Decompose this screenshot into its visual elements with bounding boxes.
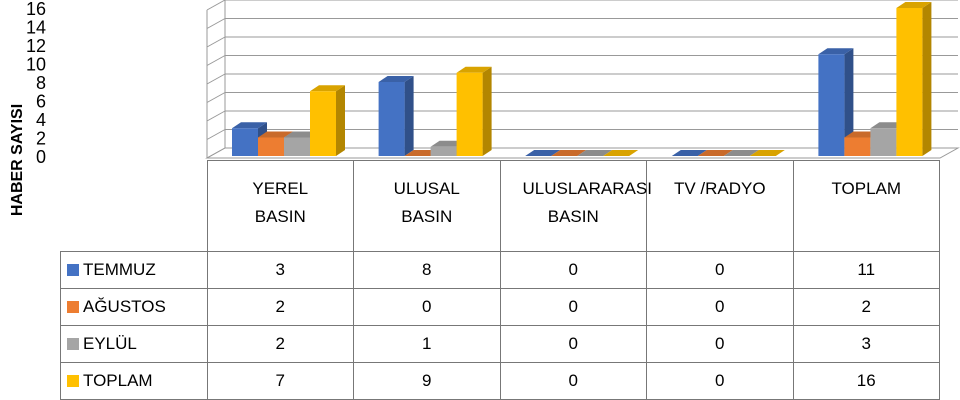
data-label: 0 — [646, 362, 794, 400]
y-tick-label: 4 — [36, 110, 46, 130]
data-label: 0 — [646, 325, 794, 363]
bar — [284, 137, 310, 156]
table-corner — [60, 160, 208, 252]
bar — [258, 137, 284, 156]
bar — [896, 8, 923, 156]
legend-swatch — [67, 338, 79, 350]
data-label: 3 — [792, 325, 940, 363]
bar-side — [922, 2, 932, 156]
legend-entry: AĞUSTOS — [60, 288, 208, 326]
data-label: 7 — [206, 362, 354, 400]
data-label: 2 — [206, 288, 354, 326]
y-tick-label: 6 — [36, 91, 46, 111]
bar-top — [310, 85, 345, 92]
bar — [456, 72, 483, 156]
data-label: 2 — [792, 288, 940, 326]
bar-top — [577, 150, 613, 156]
data-label: 0 — [646, 288, 794, 326]
data-label: 3 — [206, 251, 354, 289]
legend-label: EYLÜL — [83, 334, 137, 353]
bar-side — [482, 66, 492, 156]
legend-swatch — [67, 375, 79, 387]
legend-swatch — [67, 301, 79, 313]
y-tick-label: 12 — [26, 36, 46, 56]
y-axis-label: HABER SAYISI — [9, 104, 26, 216]
bar-side — [336, 85, 345, 156]
bar-top — [697, 150, 733, 156]
data-label: 0 — [499, 362, 647, 400]
grid-line-side — [206, 92, 226, 103]
bar — [310, 91, 336, 156]
grid-line-side — [206, 18, 226, 29]
grid-line-side — [206, 36, 226, 48]
category-label: ULUSAL BASIN — [353, 160, 501, 252]
bar-top — [723, 150, 759, 156]
bar-top — [258, 131, 293, 138]
bar-top — [378, 76, 414, 82]
category-label: TOPLAM — [792, 160, 940, 252]
bar-top — [749, 150, 785, 156]
data-label: 11 — [792, 251, 940, 289]
bar-top — [603, 150, 639, 156]
data-label: 0 — [499, 251, 647, 289]
category-label: TV /RADYO — [646, 160, 794, 252]
data-label: 8 — [353, 251, 501, 289]
bar-top — [525, 150, 561, 156]
bar — [430, 146, 457, 156]
bar — [232, 128, 258, 156]
legend-label: TOPLAM — [83, 371, 153, 390]
y-tick-label: 2 — [36, 128, 46, 148]
grid-line-side — [206, 0, 226, 11]
legend-entry: TOPLAM — [60, 362, 208, 400]
grid-line-side — [206, 129, 226, 140]
data-label: 2 — [206, 325, 354, 363]
bar — [870, 128, 897, 156]
data-label: 0 — [353, 288, 501, 326]
grid-line-side — [206, 110, 226, 122]
data-label: 1 — [353, 325, 501, 363]
data-label: 0 — [499, 288, 647, 326]
y-tick-label: 16 — [26, 0, 46, 19]
y-tick-label: 8 — [36, 73, 46, 93]
legend-entry: EYLÜL — [60, 325, 208, 363]
grid-line-side — [206, 55, 226, 66]
grid-line-side — [206, 147, 226, 159]
legend-swatch — [67, 264, 79, 276]
bar — [818, 54, 845, 156]
bar-top — [456, 66, 492, 73]
data-label: 0 — [499, 325, 647, 363]
grid-line-side — [206, 73, 226, 85]
data-label: 16 — [792, 362, 940, 400]
bar-side — [404, 76, 414, 156]
bar — [844, 137, 871, 156]
category-label: ULUSLARARASI BASIN — [499, 160, 652, 252]
legend-label: AĞUSTOS — [83, 297, 166, 316]
y-tick-label: 0 — [36, 147, 46, 167]
bar-top — [896, 2, 932, 8]
data-label: 0 — [646, 251, 794, 289]
bar — [378, 82, 405, 156]
data-table: YEREL BASIN ULUSAL BASIN ULUSLARARASI BASI… — [60, 160, 940, 400]
y-tick-label: 14 — [26, 17, 46, 37]
category-label: YEREL BASIN — [206, 160, 354, 252]
bar-top — [818, 48, 854, 55]
legend-entry: TEMMUZ — [60, 251, 208, 289]
bar-side — [844, 48, 854, 156]
legend-label: TEMMUZ — [83, 260, 156, 279]
bar-top — [671, 150, 707, 156]
bar-top — [551, 150, 587, 156]
data-label: 9 — [353, 362, 501, 400]
y-tick-label: 10 — [26, 54, 46, 74]
bar-top — [232, 122, 267, 129]
